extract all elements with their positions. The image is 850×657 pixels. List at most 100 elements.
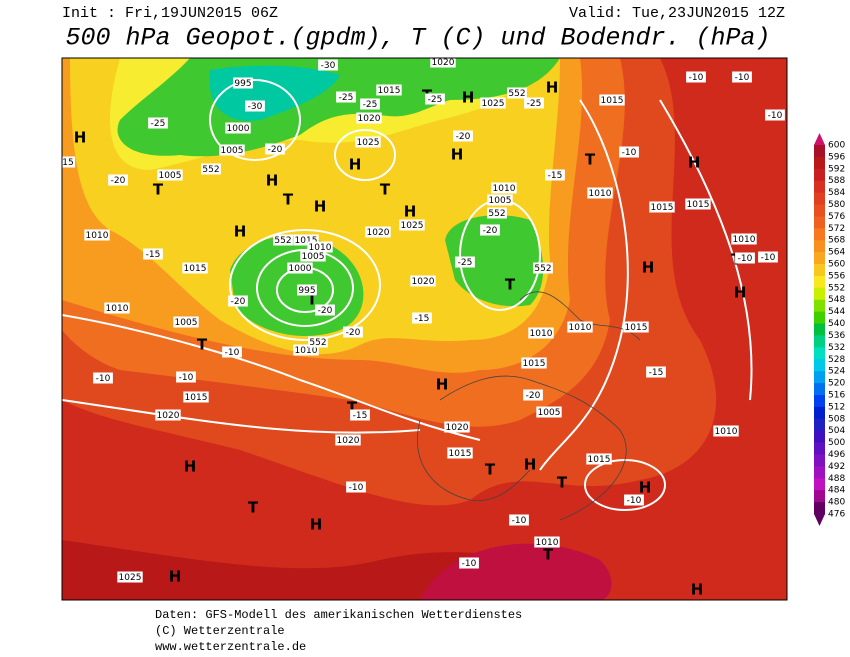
contour-label: 552 (488, 209, 505, 219)
legend-swatch (814, 168, 825, 182)
map-frame (61, 57, 788, 601)
label-box (315, 304, 335, 316)
label-box (487, 207, 507, 219)
label-box (567, 321, 593, 333)
pressure-center-label: H (266, 172, 279, 190)
label-box (586, 453, 612, 465)
contour-label: -10 (761, 253, 776, 263)
label-box (713, 425, 739, 437)
label-box (183, 391, 209, 403)
label-box (624, 494, 644, 506)
legend-swatch (814, 454, 825, 467)
legend-swatch (814, 311, 825, 325)
label-box (273, 234, 293, 246)
label-box (758, 251, 778, 263)
contour-label: 1015 (378, 86, 401, 96)
contour-label: -10 (349, 483, 364, 493)
contour-label: -10 (627, 496, 642, 506)
label-box (533, 262, 553, 274)
legend-level: 500 (828, 438, 845, 448)
legend-swatch (814, 145, 825, 158)
legend-level: 492 (828, 462, 845, 472)
label-box (233, 77, 253, 89)
legend-level: 580 (828, 200, 845, 210)
label-box (173, 316, 199, 328)
legend-level: 556 (828, 271, 845, 281)
legend-level: 524 (828, 367, 845, 377)
valid-time: Valid: Tue,23JUN2015 12Z (569, 5, 785, 22)
label-box (355, 136, 381, 148)
contour-label: -20 (346, 328, 361, 338)
contour-label: 552 (274, 236, 291, 246)
field-green-scandinavia (445, 215, 544, 307)
legend-level: 516 (828, 390, 845, 400)
legend-swatch (814, 156, 825, 170)
label-box (108, 174, 128, 186)
label-box (104, 302, 130, 314)
contour-label: -10 (96, 374, 111, 384)
pressure-center-label: T (543, 546, 554, 564)
label-box (157, 169, 183, 181)
label-box (444, 421, 470, 433)
label-box (245, 100, 265, 112)
pressure-center-label: H (642, 259, 655, 277)
legend-level: 504 (828, 426, 845, 436)
label-box (453, 130, 473, 142)
label-box (356, 112, 382, 124)
footer-copyright: (C) Wetterzentrale (155, 624, 285, 638)
label-box (447, 447, 473, 459)
label-box (509, 514, 529, 526)
legend-swatch (814, 383, 825, 396)
contour-label: 1010 (589, 189, 612, 199)
contour-label: 1005 (489, 196, 512, 206)
label-box (732, 71, 752, 83)
contour-label: -10 (768, 111, 783, 121)
contour-label: 1015 (651, 203, 674, 213)
init-time: Init : Fri,19JUN2015 06Z (62, 5, 278, 22)
label-box (318, 59, 338, 71)
label-box (346, 481, 366, 493)
contour-label: 995 (234, 79, 251, 89)
legend-level: 596 (828, 152, 845, 162)
label-box (222, 346, 242, 358)
label-box (425, 93, 445, 105)
contour-label: 1000 (227, 124, 250, 134)
contour-label: 1020 (446, 423, 469, 433)
contour-label: 1020 (157, 411, 180, 421)
label-box (536, 406, 562, 418)
contour-label: 1015 (601, 96, 624, 106)
legend-swatch (814, 466, 825, 479)
label-box (360, 98, 380, 110)
label-box (523, 389, 543, 401)
coastlines (417, 291, 641, 521)
pressure-center-label: H (404, 203, 417, 221)
legend-level: 568 (828, 236, 845, 246)
legend-swatch (814, 394, 825, 408)
label-box (765, 109, 785, 121)
pressure-center-label: H (691, 581, 704, 599)
contour-label: -10 (512, 516, 527, 526)
legend-level: 600 (828, 141, 845, 151)
pressure-center-label: T (283, 191, 294, 209)
label-box (336, 91, 356, 103)
label-box (524, 97, 544, 109)
label-box (686, 71, 706, 83)
contour-label: 1010 (106, 304, 129, 314)
pressure-center-label: H (734, 284, 747, 302)
contour-label: -25 (339, 93, 354, 103)
label-box (587, 187, 613, 199)
legend-swatch (814, 192, 825, 206)
contour-label: 1005 (175, 318, 198, 328)
label-box (307, 241, 333, 253)
pressure-center-label: H (310, 516, 323, 534)
legend-swatch (814, 371, 825, 384)
contour-label: 1005 (302, 252, 325, 262)
contour-label: 15 (62, 158, 73, 168)
legend-swatch (814, 359, 825, 372)
pressure-center-label: H (234, 223, 247, 241)
contour-label: -25 (428, 95, 443, 105)
pressure-center-label: T (505, 276, 516, 294)
legend-swatch (814, 347, 825, 360)
footer-url: www.wetterzentrale.de (155, 640, 306, 654)
